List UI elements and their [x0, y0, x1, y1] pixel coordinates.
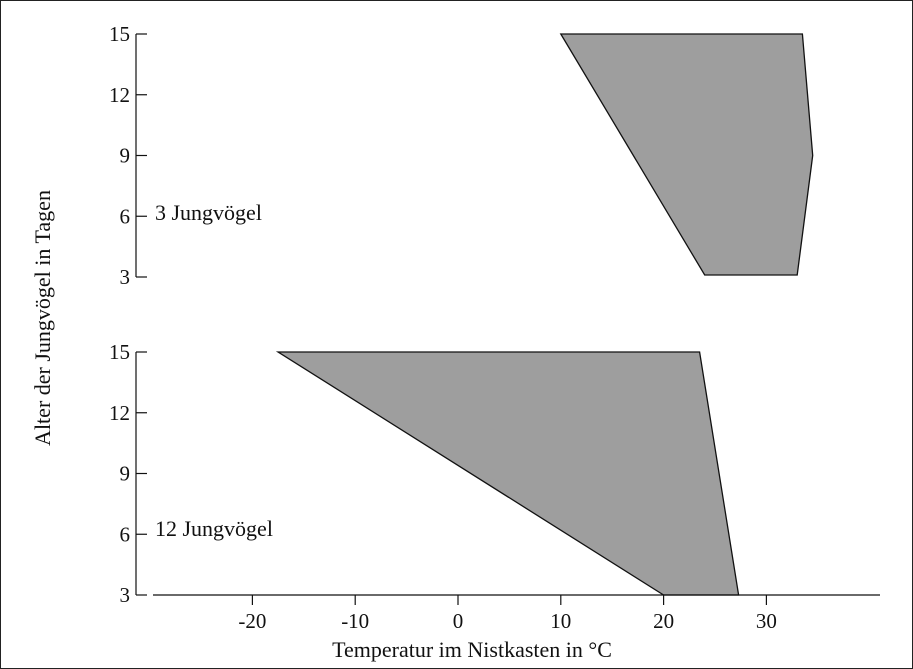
y-tick-label: 6 — [120, 522, 131, 546]
y-tick-label: 15 — [109, 22, 130, 46]
area-12-jungvoegel — [275, 351, 740, 596]
x-ticks: -20 -10 0 10 20 30 — [238, 595, 777, 633]
y-tick-label: 3 — [120, 265, 131, 289]
y-ticks-bottom: 3 6 9 12 15 — [109, 340, 147, 607]
x-tick-label: 10 — [550, 609, 571, 633]
y-tick-label: 6 — [120, 204, 131, 228]
panel-label-3-jungvoegel: 3 Jungvögel — [155, 200, 262, 225]
panel-bottom: 3 6 9 12 15 12 Jungvögel — [109, 340, 740, 607]
y-tick-label: 9 — [120, 462, 131, 486]
y-ticks-top: 3 6 9 12 15 — [109, 22, 147, 289]
y-tick-label: 15 — [109, 340, 130, 364]
panel-top: 3 6 9 12 15 3 Jungvögel — [109, 22, 814, 289]
y-tick-label: 12 — [109, 83, 130, 107]
x-tick-label: 20 — [653, 609, 674, 633]
x-tick-label: 30 — [756, 609, 777, 633]
y-tick-label: 12 — [109, 401, 130, 425]
area-3-jungvoegel — [559, 33, 814, 276]
x-tick-label: -10 — [341, 609, 369, 633]
x-tick-label: -20 — [238, 609, 266, 633]
x-tick-label: 0 — [453, 609, 464, 633]
y-tick-label: 9 — [120, 144, 131, 168]
y-axis-title: Alter der Jungvögel in Tagen — [30, 190, 55, 446]
y-tick-label: 3 — [120, 583, 131, 607]
x-axis-title: Temperatur im Nistkasten in °C — [332, 637, 612, 662]
panel-label-12-jungvoegel: 12 Jungvögel — [155, 516, 273, 541]
